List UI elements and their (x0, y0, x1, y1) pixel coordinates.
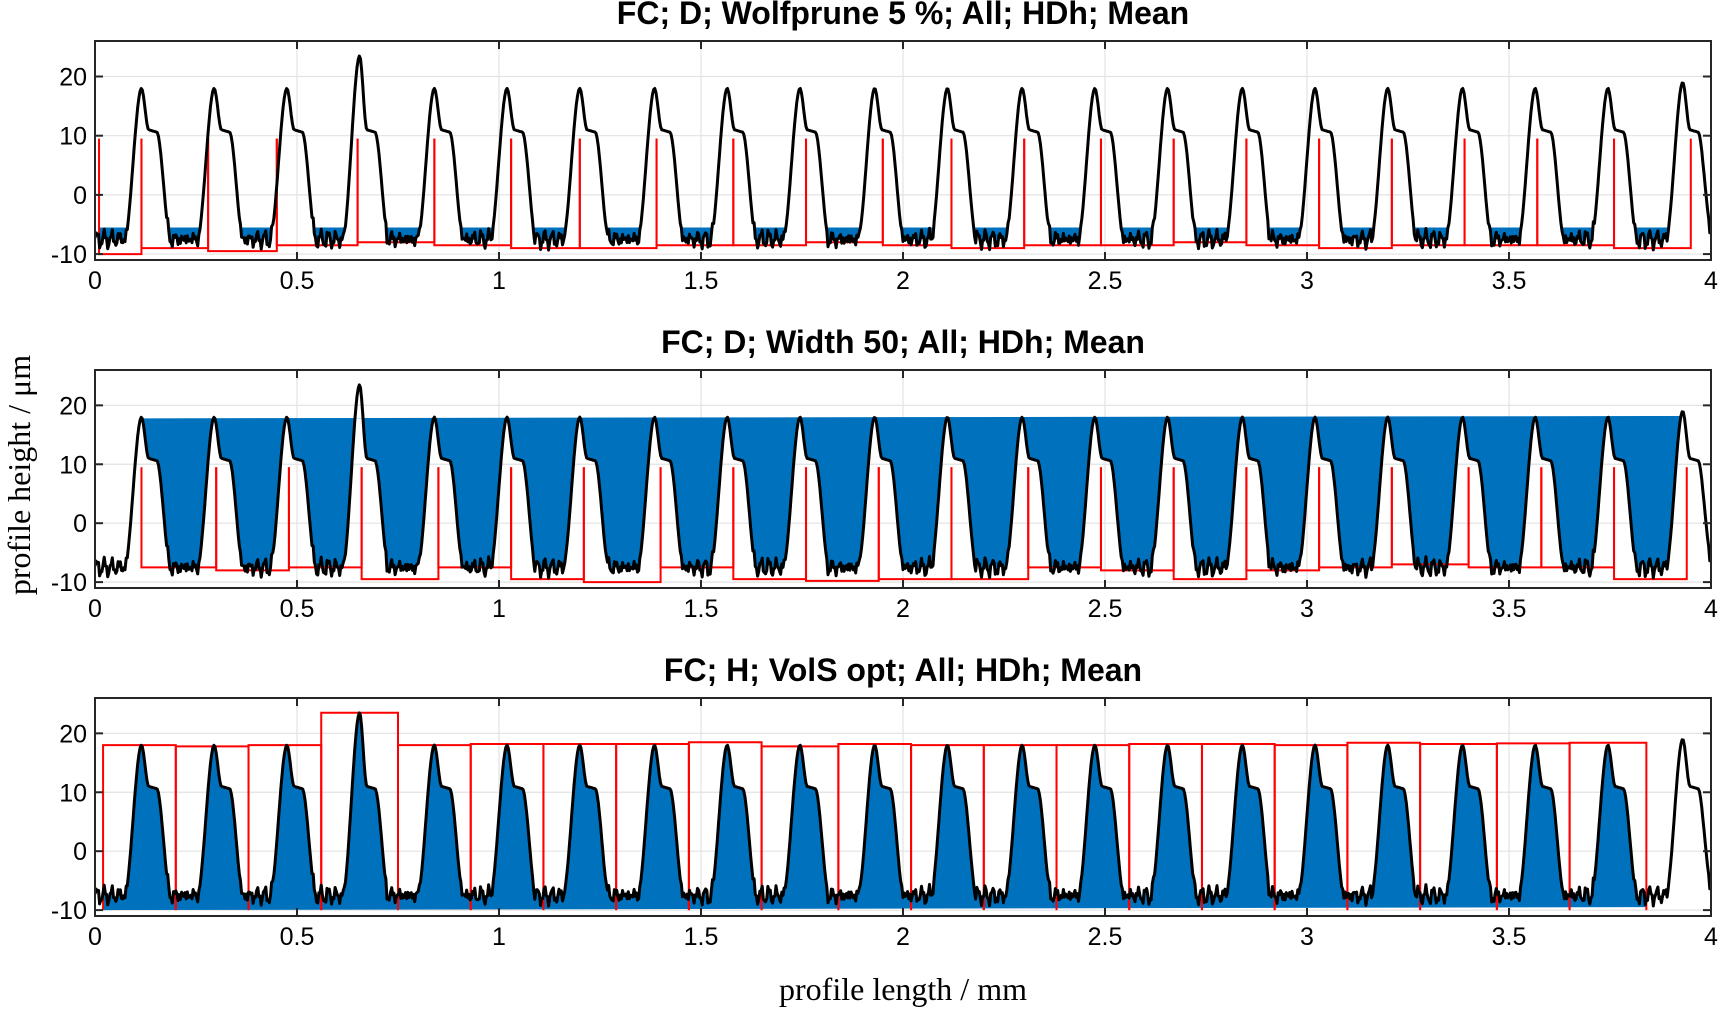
x-axis-label: profile length / mm (779, 971, 1027, 1007)
x-tick-label: 0.5 (280, 923, 315, 951)
segment-boxes (140, 467, 1688, 584)
y-tick-label: 20 (59, 392, 87, 420)
x-tick-label: 3 (1300, 923, 1314, 951)
x-tick-label: 2 (896, 267, 910, 295)
x-tick-label: 1 (492, 595, 506, 623)
y-tick-label: 0 (73, 838, 87, 866)
x-tick-label: 0.5 (280, 595, 315, 623)
y-tick-label: 0 (73, 510, 87, 538)
x-tick-label: 1 (492, 923, 506, 951)
x-tick-label: 4 (1704, 267, 1718, 295)
y-tick-label: -10 (51, 569, 87, 597)
x-tick-label: 2 (896, 923, 910, 951)
x-tick-label: 3.5 (1492, 923, 1527, 951)
y-tick-label: 20 (59, 720, 87, 748)
dale-fill (511, 227, 580, 251)
x-tick-label: 3 (1300, 267, 1314, 295)
y-tick-label: 20 (59, 64, 87, 92)
y-tick-label: -10 (51, 241, 87, 269)
x-tick-label: 0.5 (280, 267, 315, 295)
profile-line (95, 383, 1711, 580)
x-tick-label: 2 (896, 595, 910, 623)
profile-line (95, 711, 1711, 908)
x-tick-label: 2.5 (1088, 923, 1123, 951)
y-tick-label: 10 (59, 451, 87, 479)
panel-width-50: FC; D; Width 50; All; HDh; Mean 0 0.5 1 1.5… (51, 324, 1718, 623)
plot-area (95, 54, 1711, 256)
dale-fill (1319, 227, 1392, 250)
x-tick-label: 4 (1704, 923, 1718, 951)
x-tick-label: 4 (1704, 595, 1718, 623)
y-axis-label: profile height / μm (1, 355, 37, 595)
x-tick-label: 3 (1300, 595, 1314, 623)
x-tick-label: 0 (88, 923, 102, 951)
dale-fill (358, 227, 435, 247)
y-tick-label: -10 (51, 897, 87, 925)
x-tick-label: 1.5 (684, 923, 719, 951)
x-tick-label: 2.5 (1088, 267, 1123, 295)
panel-title: FC; H; VolS opt; All; HDh; Mean (664, 652, 1142, 688)
x-tick-label: 0 (88, 595, 102, 623)
segment-box (1613, 467, 1688, 581)
panel-title: FC; D; Wolfprune 5 %; All; HDh; Mean (617, 0, 1189, 31)
y-tick-label: 10 (59, 779, 87, 807)
plot-area (95, 383, 1711, 584)
panel-vols-opt: FC; H; VolS opt; All; HDh; Mean 0 0.5 1 1.5… (51, 652, 1718, 951)
panel-title: FC; D; Width 50; All; HDh; Mean (661, 324, 1145, 360)
dale-fill (99, 227, 142, 249)
profile-line (95, 54, 1711, 252)
dale-fill (141, 415, 1683, 579)
x-tick-label: 1.5 (684, 595, 719, 623)
dale-fill (277, 227, 358, 249)
hill-fill (103, 712, 1647, 911)
x-tick-label: 2.5 (1088, 595, 1123, 623)
x-tick-label: 3.5 (1492, 595, 1527, 623)
panel-wolfprune: FC; D; Wolfprune 5 %; All; HDh; Mean 0 0.… (51, 0, 1718, 295)
x-tick-label: 0 (88, 267, 102, 295)
dale-fill (142, 227, 209, 247)
plot-area (95, 711, 1711, 911)
y-tick-label: 10 (59, 123, 87, 151)
x-tick-label: 1.5 (684, 267, 719, 295)
segment-box (1568, 741, 1648, 911)
x-tick-label: 3.5 (1492, 267, 1527, 295)
y-tick-label: 0 (73, 182, 87, 210)
x-tick-label: 1 (492, 267, 506, 295)
